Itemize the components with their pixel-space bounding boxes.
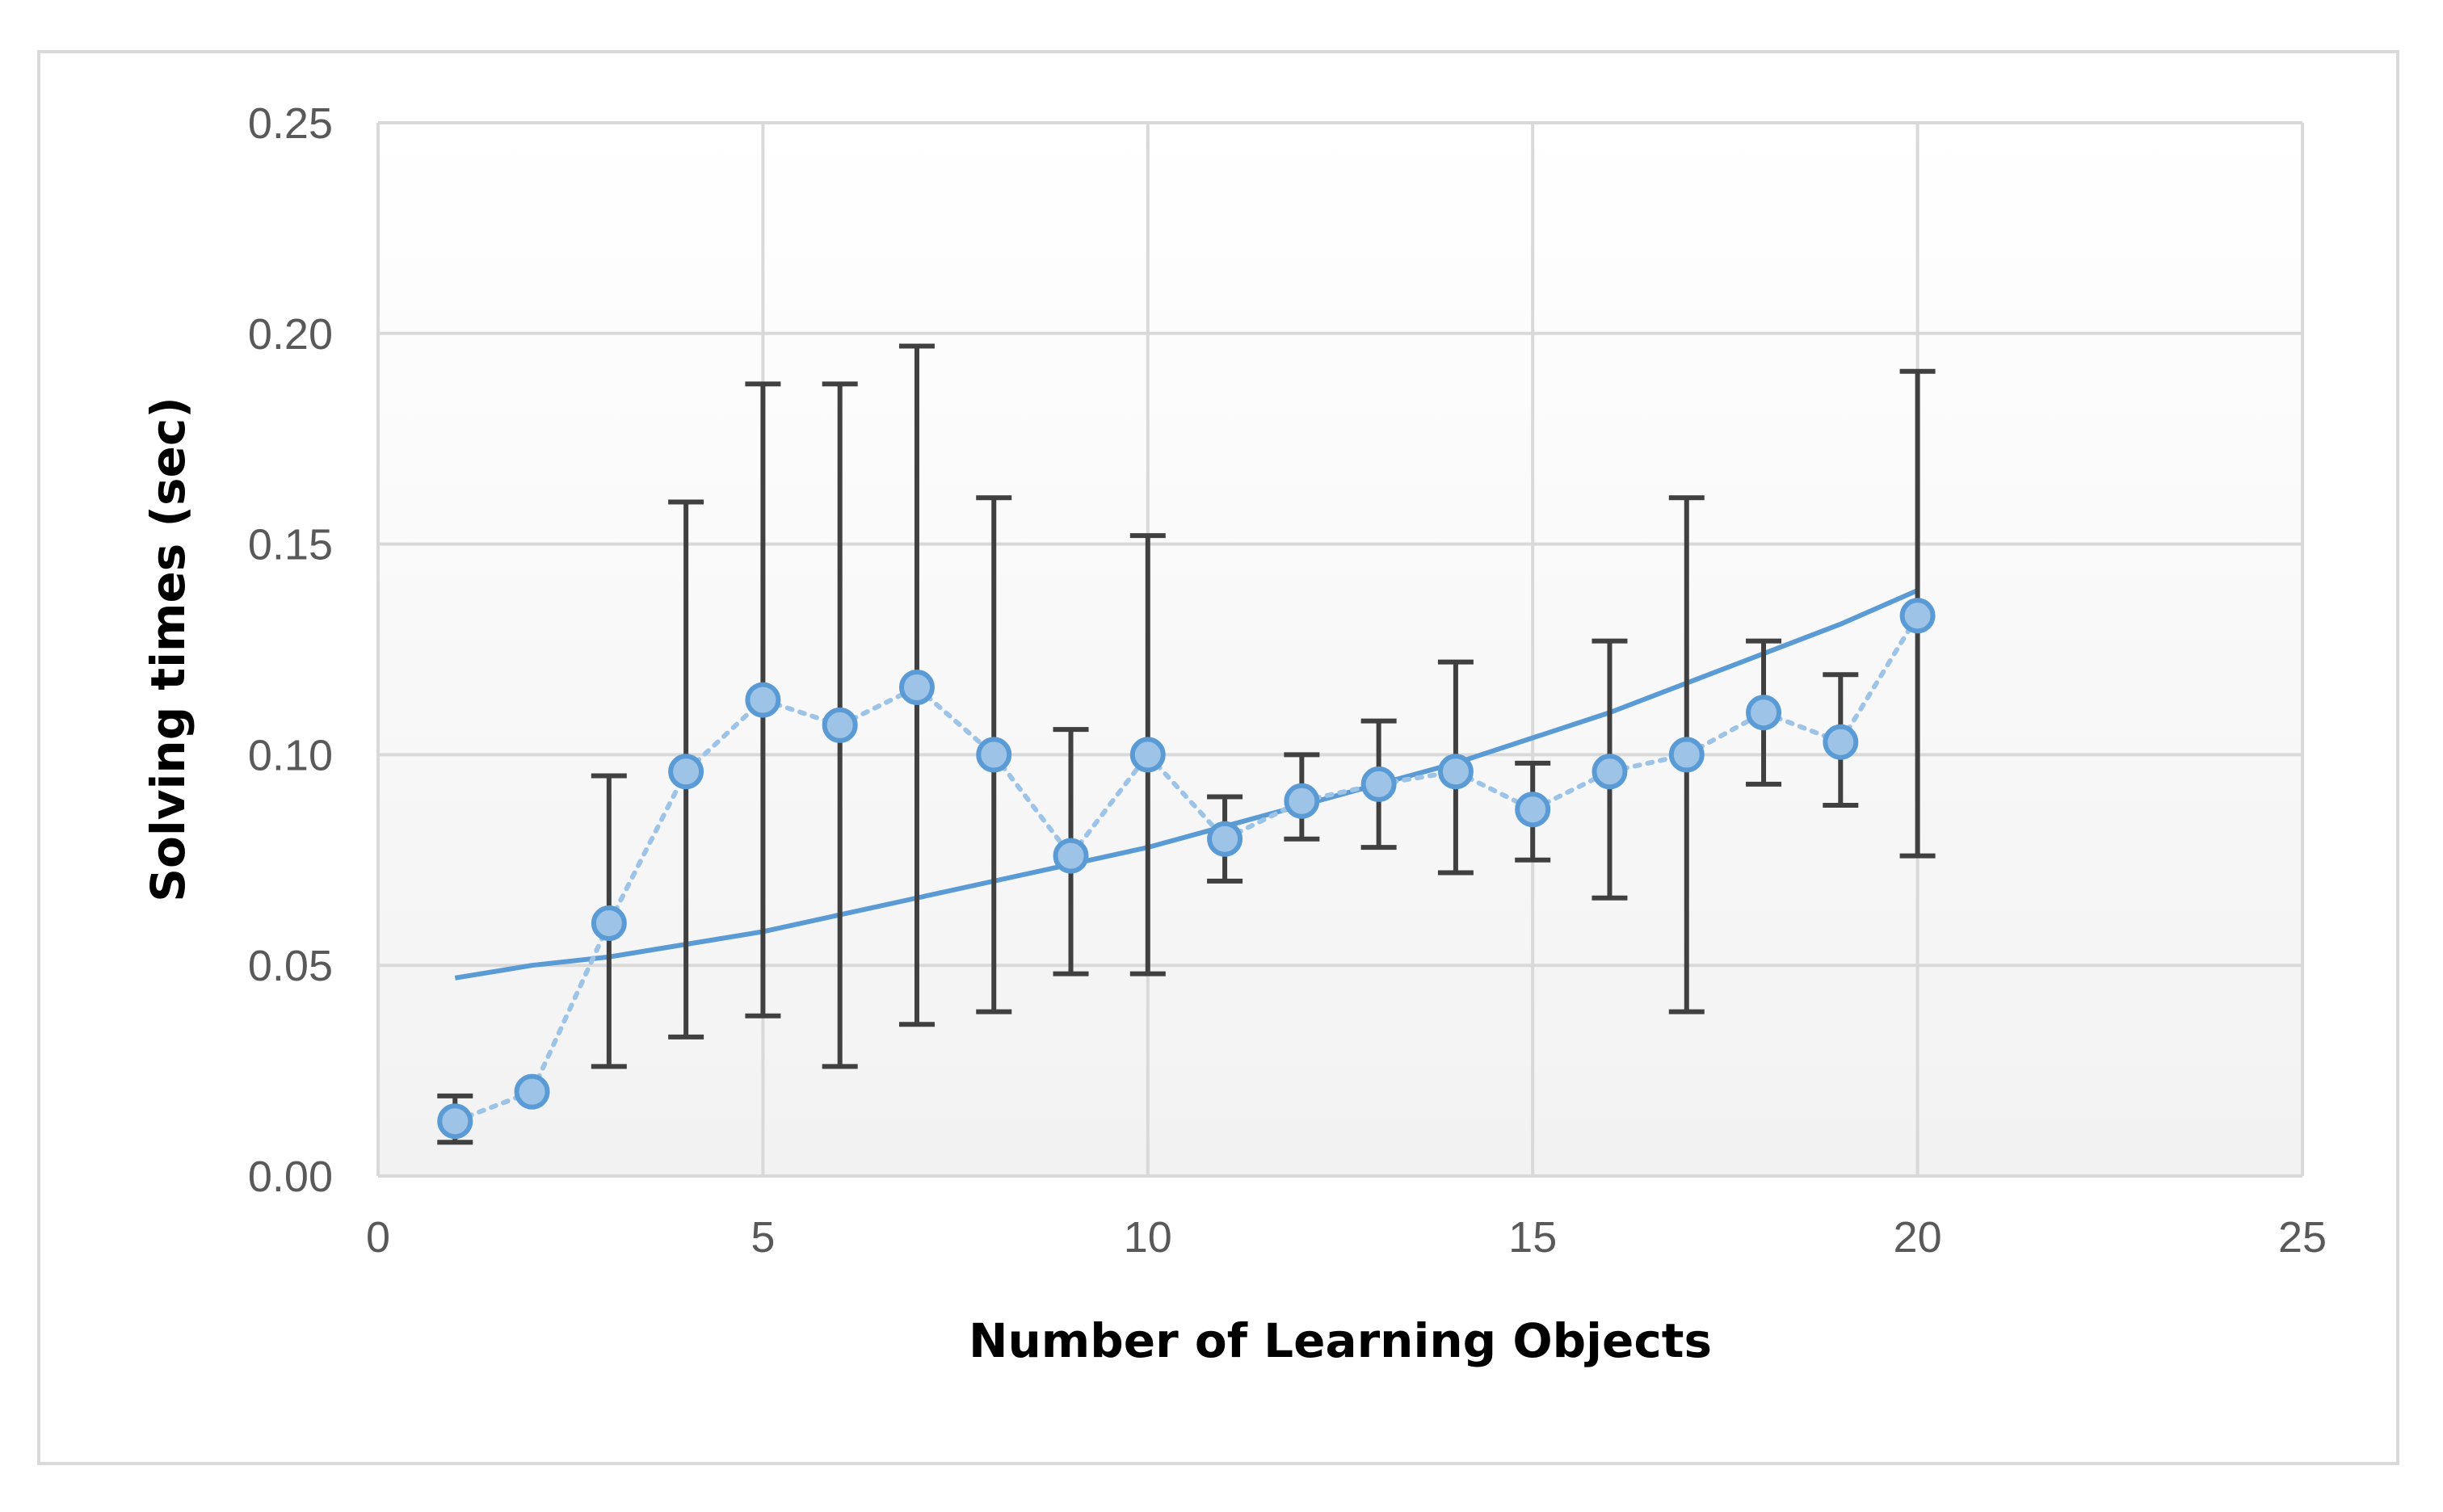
data-point bbox=[898, 669, 935, 705]
x-tick-label: 5 bbox=[751, 1213, 775, 1262]
series-line-segment bbox=[1838, 613, 1920, 745]
data-point bbox=[668, 754, 704, 790]
x-tick-label: 20 bbox=[1894, 1213, 1942, 1262]
data-point bbox=[437, 1103, 473, 1140]
y-tick-label: 0.05 bbox=[248, 942, 333, 990]
x-tick-label: 25 bbox=[2278, 1213, 2327, 1262]
gridlines bbox=[376, 121, 2304, 1178]
series-line-segment bbox=[1145, 752, 1228, 842]
series-line-segment bbox=[529, 921, 612, 1094]
x-axis-title: Number of Learning Objects bbox=[969, 1313, 1712, 1368]
data-point bbox=[1668, 737, 1705, 773]
data-point bbox=[1437, 754, 1474, 790]
x-tick-label: 15 bbox=[1508, 1213, 1557, 1262]
y-tick-label: 0.20 bbox=[248, 310, 333, 359]
data-point bbox=[1053, 838, 1089, 874]
y-tick-label: 0.10 bbox=[248, 731, 333, 779]
data-point bbox=[1360, 766, 1397, 802]
data-point bbox=[1284, 783, 1320, 819]
data-point bbox=[591, 905, 627, 942]
data-point bbox=[822, 707, 858, 743]
data-point bbox=[1746, 695, 1782, 731]
data-point bbox=[1515, 792, 1551, 828]
x-tick-label: 0 bbox=[366, 1213, 390, 1262]
series-line-segment bbox=[1068, 752, 1150, 859]
y-tick-label: 0.00 bbox=[248, 1153, 333, 1201]
x-tick-labels: 0 5 10 15 20 25 bbox=[366, 1213, 2327, 1262]
y-tick-labels: 0.00 0.05 0.10 0.15 0.20 0.25 bbox=[248, 99, 333, 1201]
plot-area bbox=[378, 123, 2302, 1176]
data-point bbox=[1129, 737, 1166, 773]
data-point bbox=[1207, 821, 1243, 857]
y-axis-title: Solving times (sec) bbox=[141, 397, 196, 902]
trendline-layer bbox=[454, 588, 1919, 981]
series-line-segment bbox=[991, 752, 1074, 859]
data-point bbox=[976, 737, 1012, 773]
y-tick-label: 0.25 bbox=[248, 99, 333, 148]
data-point bbox=[745, 682, 781, 718]
y-tick-label: 0.15 bbox=[248, 521, 333, 569]
x-tick-label: 10 bbox=[1124, 1213, 1172, 1262]
data-point bbox=[1823, 724, 1859, 760]
data-points-layer bbox=[437, 598, 1936, 1140]
series-line-segment bbox=[606, 769, 689, 926]
trendline bbox=[454, 588, 1919, 981]
data-point bbox=[1899, 598, 1936, 634]
data-point bbox=[514, 1073, 550, 1110]
data-point bbox=[1592, 754, 1628, 790]
